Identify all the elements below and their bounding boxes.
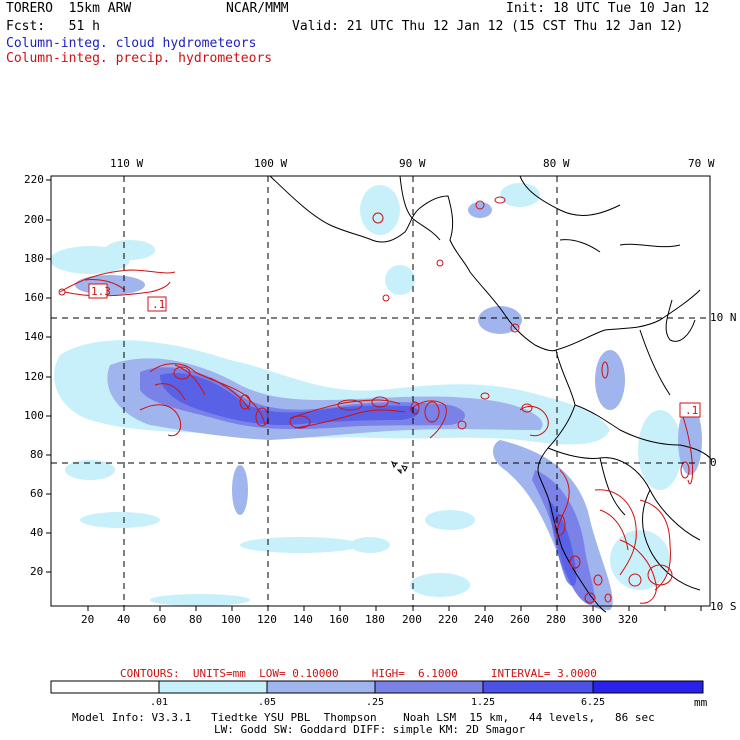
y-tick: 120 [24,370,44,383]
model-title: TORERO 15km ARW [6,1,132,16]
lon-label-110w: 110 W [110,157,144,170]
x-tick: 300 [582,613,602,626]
legend-cloud: Column-integ. cloud hydrometeors [6,36,257,51]
annotation-boxes [88,283,701,418]
colorbar-unit: mm [694,696,708,709]
y-tick: 180 [24,252,44,265]
contour-info-label: CONTOURS: UNITS=mm LOW= 0.10000 HIGH= 6.… [120,667,597,680]
x-tick: 140 [293,613,313,626]
x-tick: 220 [438,613,458,626]
x-tick: 200 [402,613,422,626]
colorbar-label: 1.25 [470,697,496,708]
x-tick: 80 [189,613,203,626]
colorbar-bin-0 [50,680,160,694]
x-tick: 20 [81,613,95,626]
colorbar-bin-5 [592,680,704,694]
contour-label-3: .1 [685,404,699,417]
legend-precip: Column-integ. precip. hydrometeors [6,51,273,66]
colorbar-bin-4 [482,680,594,694]
colorbar-bin-2 [266,680,376,694]
y-tick: 140 [24,330,44,343]
lat-label-10s: 10 S [710,600,737,613]
x-tick: 120 [257,613,277,626]
model-info-line2: LW: Godd SW: Goddard DIFF: simple KM: 2D… [214,723,526,736]
lat-label-10n: 10 N [710,311,737,324]
colorbar-bin-3 [374,680,484,694]
forecast-hour: Fcst: 51 h [6,19,100,34]
model-info-line1: Model Info: V3.3.1 Tiedtke YSU PBL Thomp… [72,711,655,724]
init-time: Init: 18 UTC Tue 10 Jan 12 [506,1,710,16]
lat-lon-grid [51,176,710,606]
y-tick: 100 [24,409,44,422]
lat-label-0: 0 [710,456,717,469]
colorbar-label: .25 [365,697,385,708]
lon-label-80w: 80 W [543,157,570,170]
y-tick: 80 [30,448,44,461]
colorbar-label: .05 [257,697,277,708]
y-tick: 60 [30,487,44,500]
cloud-hydrometeor-field [50,183,702,611]
organization: NCAR/MMM [226,1,289,16]
colorbar-label: 6.25 [580,697,606,708]
coastlines [269,175,713,613]
y-tick: 220 [24,173,44,186]
valid-time: Valid: 21 UTC Thu 12 Jan 12 (15 CST Thu … [292,19,684,34]
x-tick: 100 [221,613,241,626]
x-tick: 60 [153,613,167,626]
contour-label-1: 1.3 [91,285,111,298]
contour-label-2: .1 [152,298,166,311]
lon-label-90w: 90 W [399,157,426,170]
x-tick: 40 [117,613,131,626]
colorbar-label: .01 [149,697,169,708]
x-tick: 160 [329,613,349,626]
y-tick: 200 [24,213,44,226]
x-tick: 180 [365,613,385,626]
y-tick: 20 [30,565,44,578]
x-tick: 260 [510,613,530,626]
x-tick: 240 [474,613,494,626]
colorbar-bin-1 [158,680,268,694]
axis-ticks [46,179,702,611]
plot-border [50,175,711,607]
lon-label-100w: 100 W [254,157,288,170]
x-tick: 320 [618,613,638,626]
y-tick: 160 [24,291,44,304]
lon-label-70w: 70 W [688,157,715,170]
x-tick: 280 [546,613,566,626]
y-tick: 40 [30,526,44,539]
